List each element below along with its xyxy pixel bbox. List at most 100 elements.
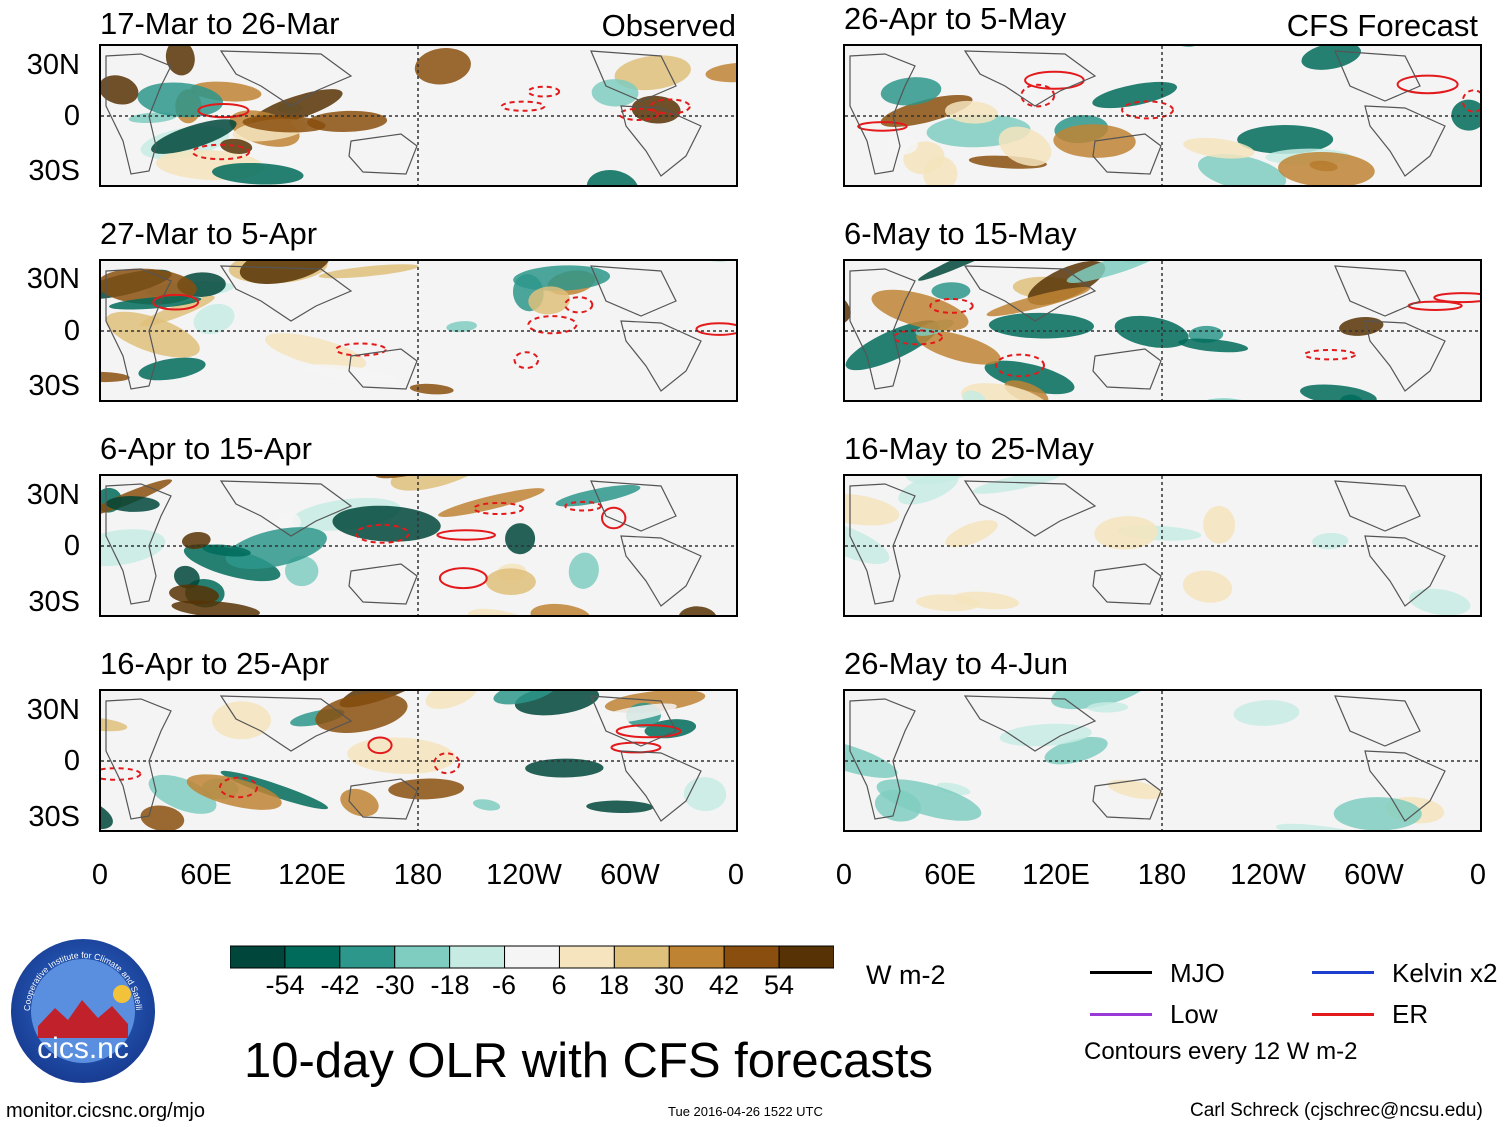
olr-anomaly-blob bbox=[525, 758, 604, 778]
coastline bbox=[590, 50, 677, 102]
olr-field-left-3 bbox=[101, 476, 736, 615]
x-tick-right-0: 0 bbox=[835, 859, 853, 891]
panel-title-right-1: 26-Apr to 5-May bbox=[844, 1, 1067, 36]
olr-anomaly-blob bbox=[586, 170, 639, 185]
er-contour bbox=[564, 296, 594, 314]
olr-field-right-3 bbox=[845, 476, 1480, 615]
olr-anomaly-blob bbox=[202, 544, 251, 557]
legend-kelvin-label: Kelvin x2 bbox=[1392, 958, 1498, 988]
olr-anomaly-blob bbox=[1197, 154, 1287, 185]
legend-low-line bbox=[1090, 1013, 1152, 1016]
olr-anomaly-blob bbox=[591, 79, 639, 107]
colorbar-tick-7: 18 bbox=[598, 970, 630, 1000]
olr-anomaly-blob bbox=[1178, 338, 1249, 353]
olr-anomaly-blob bbox=[390, 476, 492, 491]
y-tick-30n-4: 30N bbox=[26, 694, 80, 726]
olr-anomaly-blob bbox=[1107, 779, 1163, 800]
olr-anomaly-blob bbox=[1339, 394, 1364, 400]
map-left-1 bbox=[99, 44, 738, 187]
olr-anomaly-blob bbox=[1094, 516, 1158, 550]
olr-anomaly-blob bbox=[614, 55, 691, 91]
olr-anomaly-blob bbox=[347, 737, 456, 774]
colorbar-tick-10: 54 bbox=[763, 970, 795, 1000]
colorbar bbox=[230, 945, 834, 969]
olr-anomaly-blob bbox=[705, 62, 736, 83]
olr-anomaly-blob bbox=[1278, 151, 1375, 185]
colorbar-tick-5: -6 bbox=[491, 970, 516, 1000]
coastline bbox=[620, 320, 702, 392]
coastline bbox=[849, 53, 916, 175]
olr-field-left-4 bbox=[101, 691, 736, 830]
observed-label: Observed bbox=[601, 8, 736, 43]
olr-anomaly-blob bbox=[212, 162, 304, 185]
er-contour bbox=[695, 322, 736, 336]
er-contour bbox=[929, 298, 974, 314]
er-contour bbox=[101, 767, 142, 781]
olr-anomaly-blob bbox=[1044, 736, 1108, 765]
olr-anomaly-blob bbox=[485, 568, 536, 595]
map-right-2 bbox=[843, 259, 1482, 402]
colorbar-swatch bbox=[394, 945, 451, 969]
coastline bbox=[963, 695, 1097, 752]
olr-anomaly-blob bbox=[586, 800, 654, 813]
olr-anomaly-blob bbox=[961, 383, 1051, 400]
er-contour bbox=[472, 502, 524, 515]
panel-title-right-4: 26-May to 4-Jun bbox=[844, 646, 1068, 681]
colorbar-swatch bbox=[723, 945, 780, 969]
y-tick-30s-4: 30S bbox=[28, 801, 80, 833]
y-tick-0-2: 0 bbox=[63, 315, 80, 347]
olr-field-left-1 bbox=[101, 46, 736, 185]
er-contour bbox=[191, 143, 251, 161]
olr-anomaly-blob bbox=[1237, 125, 1334, 154]
olr-anomaly-blob bbox=[332, 505, 441, 542]
map-left-3 bbox=[99, 474, 738, 617]
olr-anomaly-blob bbox=[880, 77, 942, 106]
olr-anomaly-blob bbox=[315, 692, 408, 733]
olr-anomaly-blob bbox=[1051, 691, 1151, 710]
olr-anomaly-blob bbox=[592, 703, 677, 724]
er-contour bbox=[367, 736, 393, 755]
olr-anomaly-blob bbox=[876, 779, 982, 821]
olr-anomaly-blob bbox=[916, 330, 1001, 365]
olr-anomaly-blob bbox=[1312, 532, 1349, 550]
olr-anomaly-blob bbox=[952, 591, 1020, 610]
olr-anomaly-blob bbox=[414, 48, 471, 85]
er-contour bbox=[152, 293, 200, 311]
olr-anomaly-blob bbox=[871, 289, 969, 331]
olr-anomaly-blob bbox=[140, 805, 185, 830]
olr-anomaly-blob bbox=[472, 799, 501, 811]
map-left-2 bbox=[99, 259, 738, 402]
olr-anomaly-blob bbox=[109, 296, 202, 310]
olr-anomaly-blob bbox=[880, 94, 973, 127]
olr-anomaly-blob bbox=[931, 282, 971, 300]
er-contour bbox=[335, 342, 387, 357]
figure-title: 10-day OLR with CFS forecasts bbox=[244, 1034, 933, 1088]
olr-anomaly-blob bbox=[945, 100, 998, 124]
cics-logo: Cooperative Institute for Climate and Sa… bbox=[10, 938, 155, 1083]
olr-anomaly-blob bbox=[318, 264, 419, 279]
olr-anomaly-blob bbox=[1182, 570, 1233, 603]
olr-field-left-2 bbox=[101, 261, 736, 400]
footer-url[interactable]: monitor.cicsnc.org/mjo bbox=[6, 1100, 205, 1122]
olr-anomaly-blob bbox=[105, 496, 160, 512]
olr-anomaly-blob bbox=[220, 138, 253, 154]
y-tick-0-1: 0 bbox=[63, 100, 80, 132]
olr-anomaly-blob bbox=[962, 390, 986, 400]
forecast-label: CFS Forecast bbox=[1286, 8, 1478, 43]
map-right-4 bbox=[843, 689, 1482, 832]
olr-anomaly-blob bbox=[1276, 823, 1380, 830]
olr-anomaly-blob bbox=[1409, 588, 1471, 615]
coastline bbox=[1334, 480, 1421, 532]
er-contour bbox=[433, 752, 461, 775]
colorbar-swatch bbox=[449, 945, 506, 969]
coastline bbox=[1334, 695, 1421, 747]
coastline bbox=[963, 265, 1097, 322]
panel-title-left-3: 6-Apr to 15-Apr bbox=[100, 431, 312, 466]
olr-anomaly-blob bbox=[936, 782, 971, 795]
coastline bbox=[105, 53, 172, 175]
olr-anomaly-blob bbox=[220, 770, 329, 810]
footer-credit: Carl Schreck (cjschrec@ncsu.edu) bbox=[1190, 1100, 1483, 1121]
er-contour bbox=[438, 567, 488, 590]
x-tick-left-120w: 120W bbox=[486, 859, 562, 891]
olr-anomaly-blob bbox=[555, 484, 641, 507]
